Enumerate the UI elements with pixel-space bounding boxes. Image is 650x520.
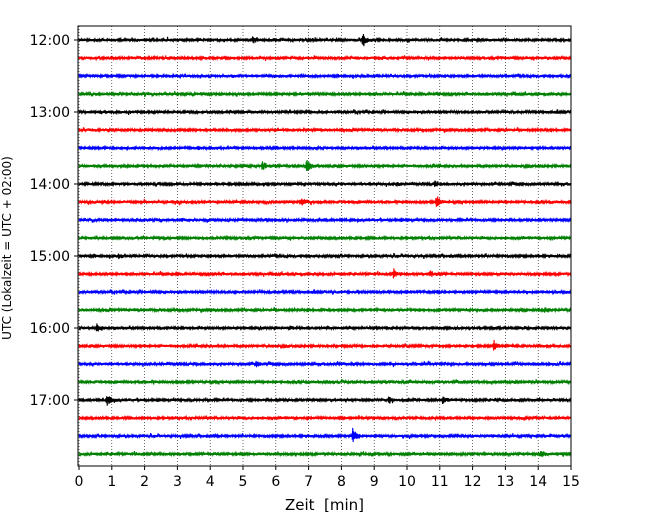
trace-line [78,234,572,242]
trace-line [78,180,572,188]
trace-line [78,90,572,98]
trace-line [78,450,572,458]
x-tick-label: 7 [304,474,313,490]
x-tick-label: 14 [529,474,547,490]
trace-line [78,288,572,296]
x-tick-label: 2 [140,474,149,490]
y-tick-label: 16:00 [30,321,70,337]
x-tick-label: 10 [398,474,416,490]
x-tick-label: 8 [337,474,346,490]
x-tick-label: 9 [370,474,379,490]
trace-line [78,159,572,172]
y-tick-label: 14:00 [30,177,70,193]
seismic-traces [78,34,572,458]
trace-line [78,360,572,368]
trace-line [78,414,572,422]
y-tick-label: 13:00 [30,105,70,121]
trace-line [78,108,572,116]
x-tick-label: 11 [431,474,449,490]
plot-frame [77,25,572,467]
trace-line [78,340,572,351]
x-tick-label: 6 [271,474,280,490]
trace-line [78,216,572,224]
x-tick-label: 1 [107,474,116,490]
trace-line [78,268,572,279]
x-axis-label: Zeit [min] [285,496,364,514]
y-tick-label: 15:00 [30,249,70,265]
x-tick-label: 3 [173,474,182,490]
x-tick-label: 12 [464,474,482,490]
trace-line [78,396,572,406]
trace-line [78,323,572,332]
trace-line [78,196,572,207]
trace-line [78,54,572,62]
trace-line [78,427,572,442]
trace-line [78,34,572,47]
y-axis-ticks: 12:00 13:00 14:00 15:00 16:00 17:00 [30,33,78,409]
x-axis-ticks: 0 1 2 3 4 5 6 7 8 9 10 11 12 13 14 15 [75,466,580,490]
x-tick-label: 4 [206,474,215,490]
trace-line [78,144,572,152]
x-tick-label: 5 [239,474,248,490]
trace-line [78,306,572,314]
trace-line [78,378,572,386]
trace-line [78,72,572,80]
x-tick-label: 13 [496,474,514,490]
trace-line [78,252,572,260]
y-tick-label: 17:00 [30,393,70,409]
y-axis-label: UTC (Lokalzeit = UTC + 02:00) [0,156,14,340]
x-tick-label: 15 [562,474,580,490]
trace-line [78,126,572,134]
y-tick-label: 12:00 [30,33,70,49]
x-tick-label: 0 [75,474,84,490]
